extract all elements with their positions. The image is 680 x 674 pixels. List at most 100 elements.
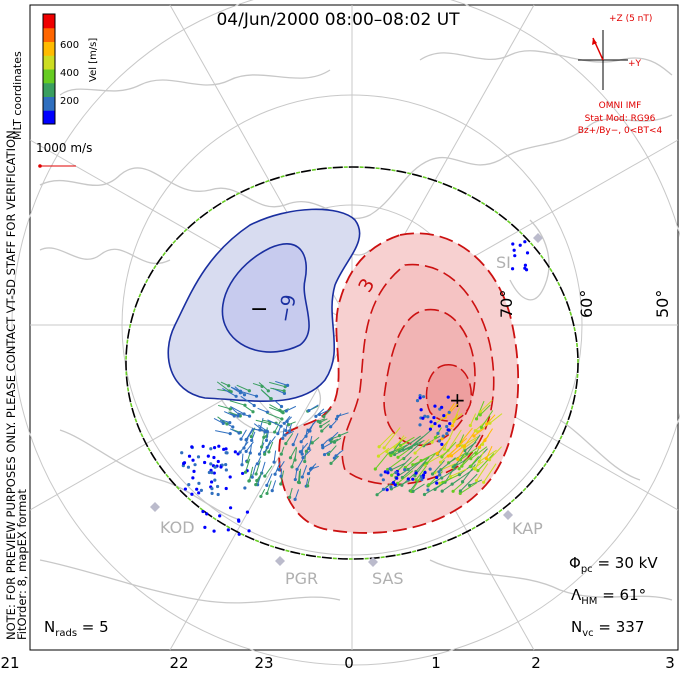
vector-line (322, 439, 329, 446)
vector-line (296, 457, 304, 470)
vector-line (412, 483, 425, 492)
station-markers (150, 233, 543, 567)
vector-line (230, 386, 241, 394)
vector-line (444, 402, 455, 418)
vector-origin (195, 487, 199, 491)
vector-origin (196, 455, 201, 459)
vector-line (441, 467, 457, 479)
vector-line (479, 399, 493, 413)
station-marker-kap (503, 510, 513, 520)
vector-origin (180, 451, 184, 455)
vector-origin (215, 484, 220, 489)
vector-origin (523, 263, 528, 267)
station-label-kod: KOD (160, 518, 195, 537)
vector-line (315, 408, 325, 417)
imf-model: Stat Mod: RG96 (585, 114, 656, 124)
imf-dial: +Z (5 nT) +Y OMNI IMF Stat Mod: RG96 Bz+… (578, 14, 663, 136)
colorbar-cell (43, 27, 55, 42)
vector-line (337, 412, 349, 417)
vector-line (251, 431, 256, 441)
vector-line (485, 446, 493, 459)
vector-line (460, 447, 478, 461)
potential-max-marker: + (449, 388, 466, 412)
vector-line (483, 463, 497, 483)
colorbar-cell (43, 14, 55, 29)
vector-line (256, 456, 262, 465)
vector-line (255, 460, 261, 475)
heppner-maynard-boundary (125, 166, 579, 560)
vector-line (391, 462, 406, 471)
vector-line (464, 429, 477, 447)
vector-line (218, 404, 231, 410)
colorbar-cell (43, 96, 55, 111)
vector-line (252, 382, 263, 387)
vector-origin (441, 434, 445, 438)
vector-line (230, 407, 240, 415)
vector-line (447, 441, 464, 457)
vector-origin (421, 473, 426, 477)
vector-line (412, 457, 430, 466)
vector-line (317, 418, 326, 422)
station-marker-sas (368, 557, 378, 567)
stat-phi-pc: Φpc = 30 kV (569, 554, 658, 575)
vector-line (237, 412, 250, 417)
vector-line (234, 386, 245, 396)
vector-origin (419, 408, 423, 412)
vector-line (444, 429, 454, 450)
vector-line (328, 445, 337, 455)
vector-line (288, 421, 296, 426)
vector-origin (447, 428, 451, 432)
vector-origin (243, 470, 248, 474)
vector-origin (426, 488, 430, 492)
vector-origin (210, 471, 214, 475)
vector-line (469, 413, 477, 426)
vector-origin (391, 481, 396, 485)
vector-line (271, 480, 277, 491)
vector-origin (191, 476, 195, 480)
vector-line (470, 446, 488, 460)
imf-title: OMNI IMF (599, 101, 642, 111)
vector-line (275, 380, 288, 386)
vector-origin (237, 532, 241, 536)
lat-label-60: 60° (577, 290, 596, 318)
vector-line (415, 465, 428, 481)
vector-line (294, 447, 298, 461)
vector-line (245, 441, 254, 452)
vector-line (374, 452, 389, 470)
vector-origin (212, 455, 216, 460)
vector-origin (442, 414, 446, 418)
vector-origin (240, 463, 244, 467)
vector-line (394, 443, 419, 456)
vector-line (217, 388, 232, 393)
station-marker-pgr (275, 556, 285, 566)
vector-origin (192, 469, 196, 473)
vector-line (323, 408, 332, 417)
vector-origin (414, 471, 418, 475)
vector-origin (381, 487, 386, 491)
vector-line (240, 429, 247, 440)
vector-line (402, 459, 423, 478)
colorbar-cell (43, 55, 55, 70)
vector-line (265, 431, 269, 441)
vector-line (230, 406, 245, 415)
lat-label-50: 50° (653, 290, 672, 318)
mlt-label-1: 1 (431, 654, 441, 672)
vector-origin (182, 461, 186, 466)
vector-origin (389, 485, 393, 489)
vector-line (239, 441, 249, 453)
station-label-pgr: PGR (285, 569, 318, 588)
vector-line (447, 429, 462, 451)
vector-line (215, 430, 231, 435)
vector-line (264, 465, 273, 477)
vector-line (489, 446, 502, 461)
vector-origin (395, 476, 399, 480)
mlt-label-23: 23 (254, 654, 273, 672)
vector-line (400, 436, 415, 446)
vector-line (260, 488, 266, 497)
vector-line (489, 413, 503, 424)
vector-line (484, 428, 493, 441)
vector-origin (435, 481, 439, 485)
vector-line (256, 471, 263, 481)
vector-origin (247, 529, 251, 533)
vector-origin (421, 416, 425, 420)
